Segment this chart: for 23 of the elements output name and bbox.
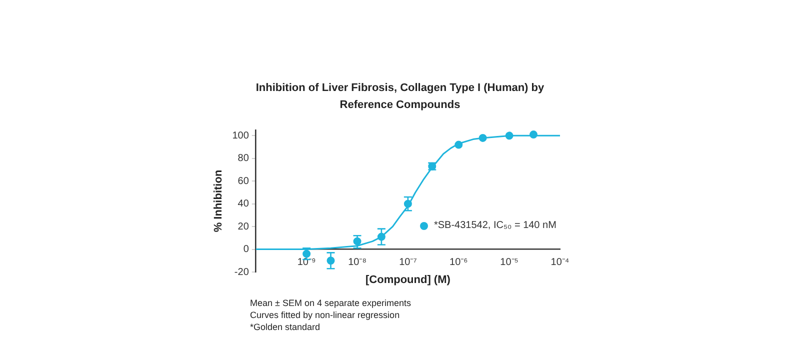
text: Curves fitted by non-linear regression [250, 309, 401, 321]
y-tick-label: 60 [238, 176, 250, 187]
x-tick-label: 10⁻⁶ [450, 257, 468, 268]
x-tick-label: 10⁻⁵ [500, 257, 518, 268]
y-tick-label: -20 [234, 266, 250, 278]
chart-title: Inhibition of Liver Fibrosis, Collagen Type I (Human) by Reference Compounds [254, 81, 546, 113]
y-tick-label: 40 [238, 198, 250, 210]
point [478, 134, 487, 142]
text: *Golden standard [250, 321, 322, 333]
x-tick-label: 10⁻⁸ [348, 257, 366, 268]
legend-label: *SB-431542, IC₅₀ = 140 nM [434, 220, 556, 231]
y-tick-label: 100 [232, 130, 250, 142]
y-tick-label: 20 [238, 221, 250, 232]
text: Mean ± SEM on 4 separate experiments [250, 297, 412, 309]
y-tick-label: 80 [238, 153, 250, 164]
y-tick-label: 0 [243, 244, 250, 256]
y-axis-title: % Inhibition [212, 170, 225, 232]
point [505, 132, 514, 140]
point [454, 140, 463, 149]
x-tick-label: 10⁻⁴ [550, 257, 570, 268]
x-axis-title: [Compound] (M) [365, 274, 451, 286]
point [529, 130, 538, 139]
x-tick-label: 10⁻⁷ [399, 257, 418, 268]
